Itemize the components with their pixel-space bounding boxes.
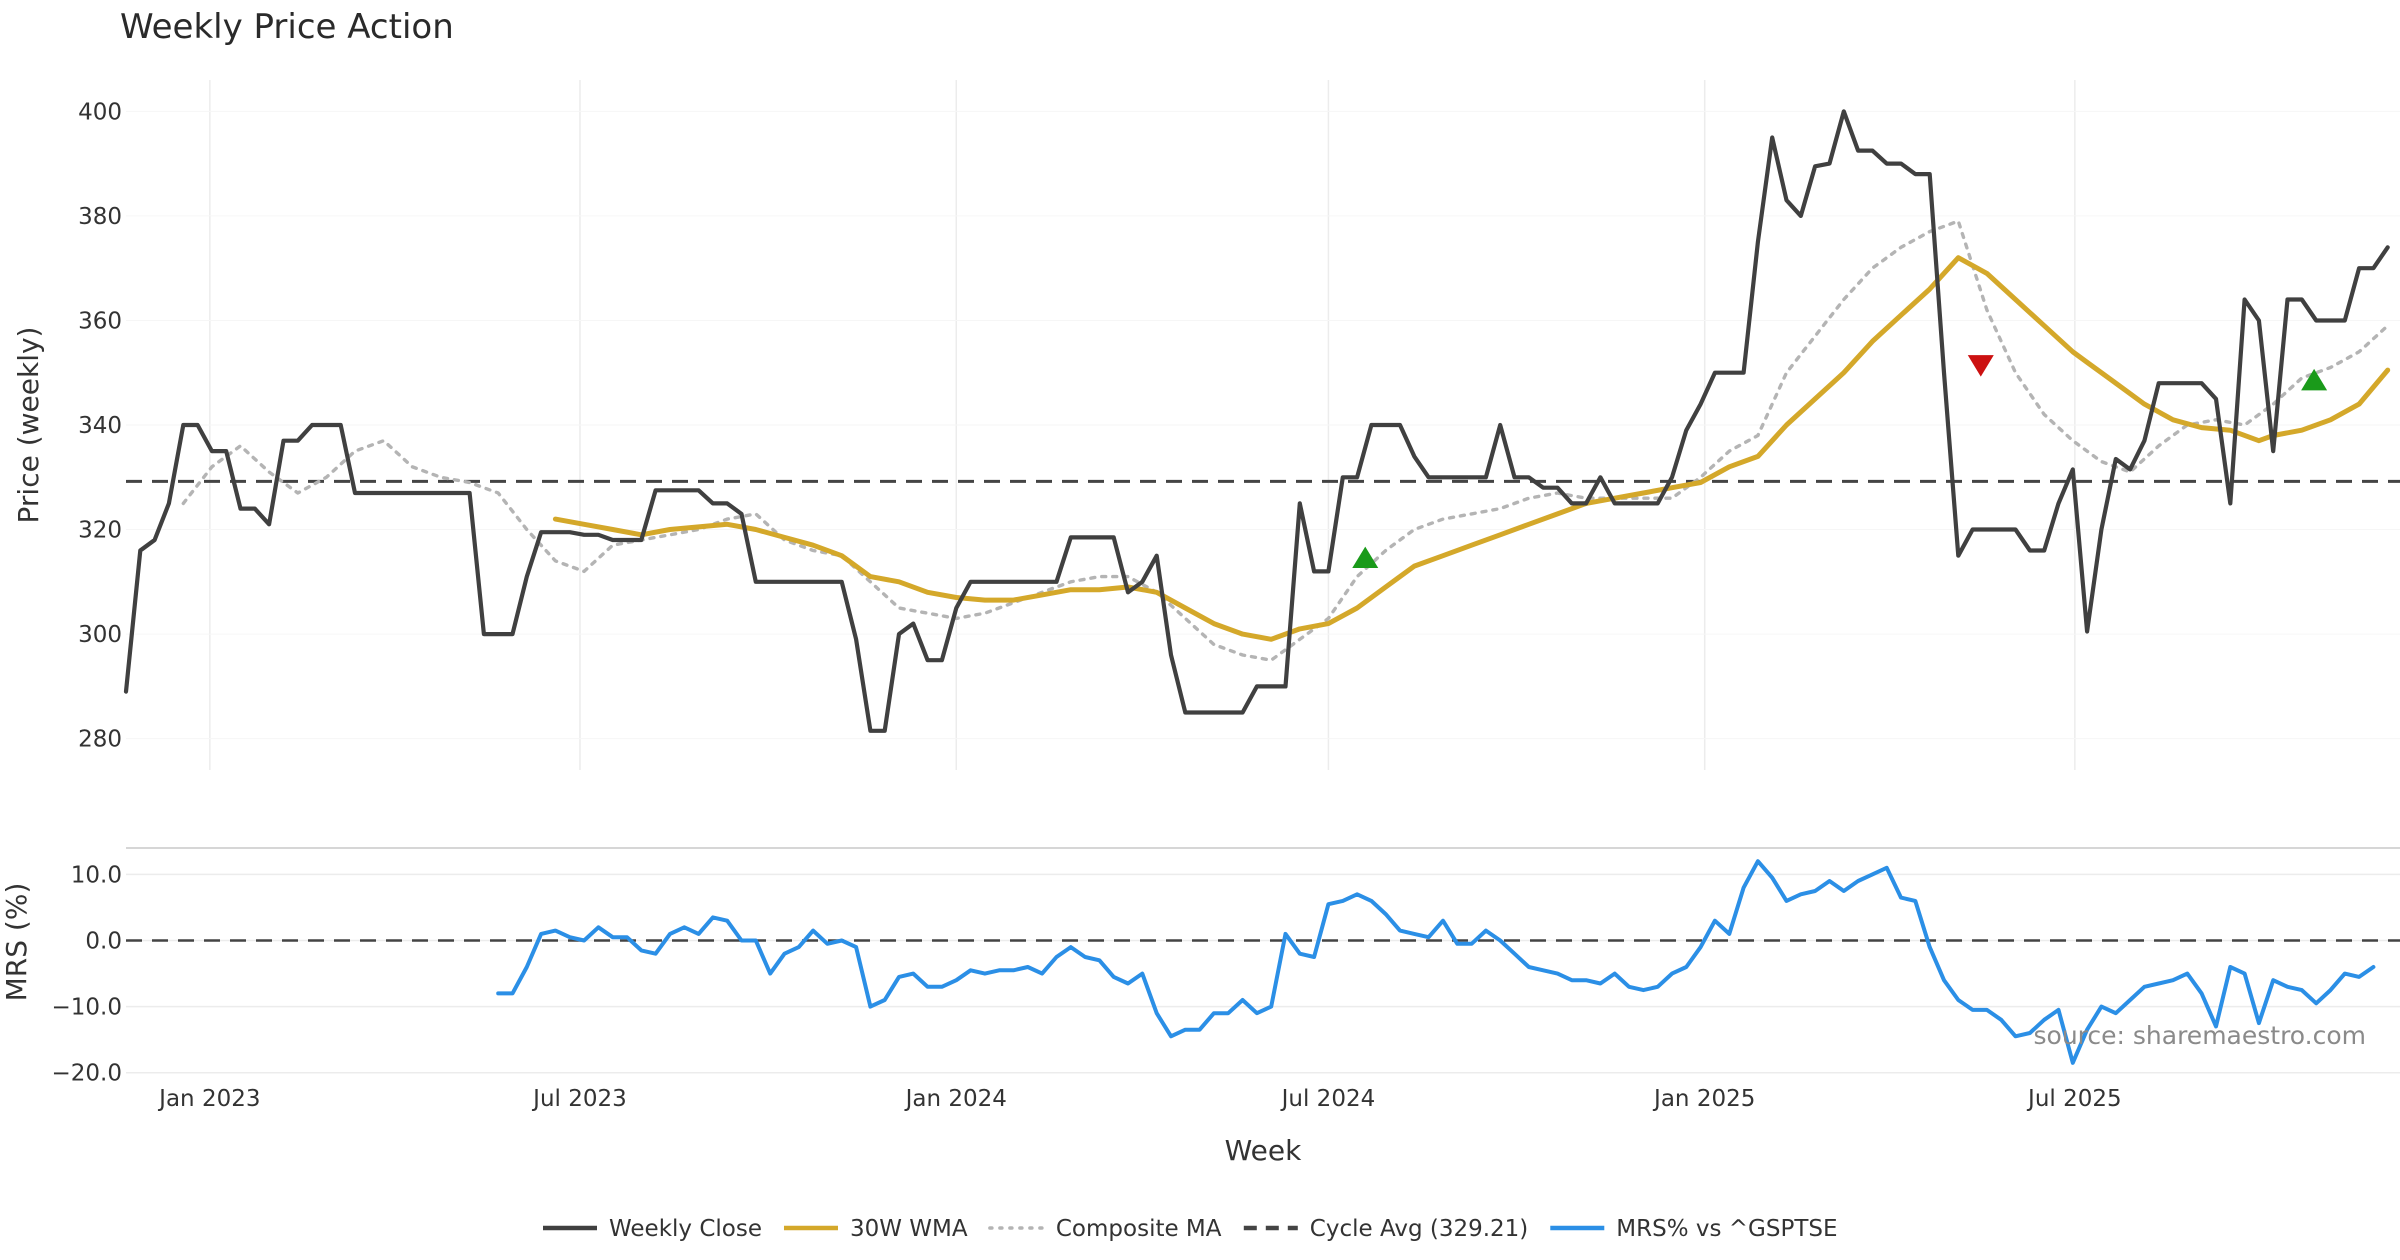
- mrs-panel: [126, 859, 2400, 1065]
- sell-signal-marker: [1967, 355, 1994, 377]
- price-y-tick-label: 300: [78, 622, 122, 648]
- x-tick-label: Jul 2023: [531, 1086, 627, 1112]
- composite-ma-line: [181, 219, 2390, 662]
- axes: 280 300 320 340 360 380 400 −20.0 −10.0 0.0 10.0 Ja…: [52, 99, 2122, 1112]
- legend-label: Composite MA: [1056, 1216, 1222, 1242]
- price-y-tick-label: 360: [78, 308, 122, 334]
- price-y-tick-label: 340: [78, 413, 122, 439]
- mrs-line: [496, 859, 2376, 1065]
- price-y-tick-label: 320: [78, 518, 122, 544]
- price-y-axis-label: Price (weekly): [12, 327, 45, 524]
- legend-item: 30W WMA: [783, 1216, 968, 1242]
- legend: Weekly Close 30W WMA Composite MA Cycle Avg…: [543, 1216, 1838, 1242]
- legend-item: Composite MA: [988, 1216, 1222, 1242]
- mrs-y-tick-label: −20.0: [52, 1061, 122, 1087]
- x-tick-label: Jan 2024: [904, 1086, 1007, 1112]
- 30w-wma-line: [552, 255, 2391, 642]
- buy-signal-marker: [1352, 546, 1379, 569]
- mrs-y-axis-label: MRS (%): [0, 883, 33, 1002]
- legend-item: Weekly Close: [543, 1216, 762, 1242]
- source-annotation: source: sharemaestro.com: [2034, 1021, 2367, 1050]
- legend-item: Cycle Avg (329.21): [1243, 1216, 1529, 1242]
- chart-title: Weekly Price Action: [120, 7, 454, 47]
- legend-label: 30W WMA: [850, 1216, 968, 1242]
- price-panel: [123, 109, 2400, 733]
- price-y-tick-label: 280: [78, 727, 122, 753]
- price-y-tick-label: 380: [78, 204, 122, 230]
- legend-label: Weekly Close: [609, 1216, 762, 1242]
- x-tick-label: Jul 2024: [1280, 1086, 1376, 1112]
- buy-signal-marker: [2301, 368, 2328, 391]
- legend-label: Cycle Avg (329.21): [1310, 1216, 1529, 1242]
- mrs-y-tick-label: −10.0: [52, 995, 122, 1021]
- mrs-y-tick-label: 0.0: [85, 929, 122, 955]
- x-tick-label: Jan 2025: [1652, 1086, 1755, 1112]
- x-tick-label: Jan 2023: [157, 1086, 260, 1112]
- price-y-tick-label: 400: [78, 99, 122, 125]
- grid: [126, 80, 2400, 1074]
- x-tick-label: Jul 2025: [2026, 1086, 2122, 1112]
- x-axis-label: Week: [1225, 1134, 1302, 1167]
- weekly-close-line: [123, 109, 2390, 733]
- legend-item: MRS% vs ^GSPTSE: [1550, 1216, 1838, 1242]
- legend-label: MRS% vs ^GSPTSE: [1616, 1216, 1837, 1242]
- mrs-y-tick-label: 10.0: [71, 862, 122, 888]
